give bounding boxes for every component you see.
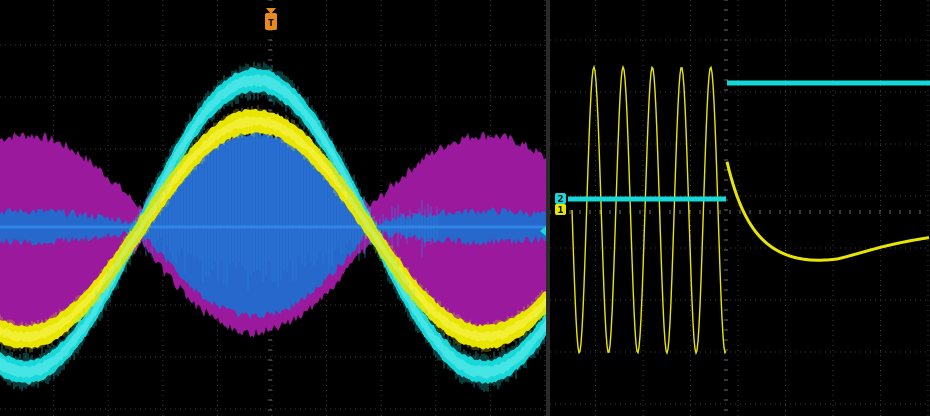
right-waveform-canvas: 21	[550, 0, 930, 416]
channel-1-marker-icon: 1	[555, 204, 566, 216]
right-center-axis-ticks	[550, 0, 920, 410]
channel-label: 1	[557, 205, 563, 216]
trigger-position-icon: T	[265, 8, 277, 30]
left-waveform-canvas: T	[0, 0, 546, 416]
yellow-trace-decay	[727, 162, 929, 260]
left-oscilloscope-display: T	[0, 0, 546, 416]
trigger-label: T	[268, 18, 274, 29]
channel-label: 2	[557, 194, 563, 205]
channel-2-marker-icon: 2	[555, 193, 566, 205]
right-grid	[550, 0, 928, 416]
